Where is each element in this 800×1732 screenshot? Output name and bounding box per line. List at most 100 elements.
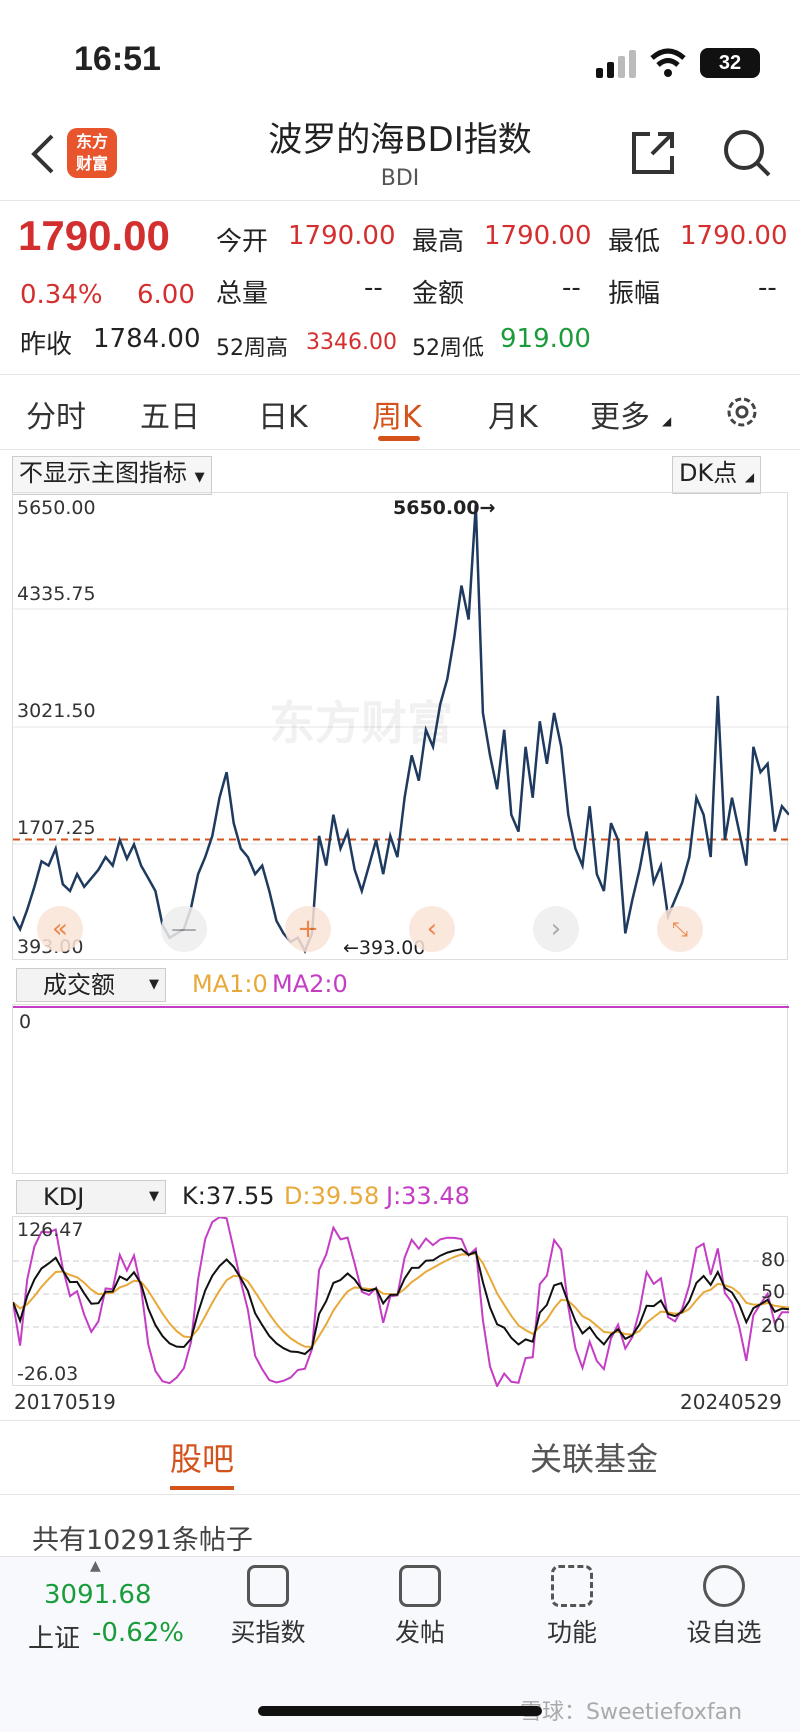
chevron-down-icon: ◢ <box>744 470 755 484</box>
volume-indicator-label: 成交额 <box>43 971 115 999</box>
y-axis-label: 5650.00 <box>17 497 96 519</box>
arrow-right-icon: → <box>479 497 496 519</box>
buy-index-label: 买指数 <box>230 1618 306 1647</box>
tab-intraday[interactable]: 分时 <box>26 400 86 435</box>
kdj-level-80: 80 <box>761 1249 786 1271</box>
status-time: 16:51 <box>74 40 161 78</box>
index-change[interactable]: -0.62% <box>92 1618 184 1648</box>
home-indicator <box>258 1706 542 1716</box>
up-arrow-icon: ▲ <box>90 1558 101 1574</box>
settings-gear-icon[interactable] <box>724 394 760 434</box>
amplitude-value: -- <box>758 273 777 303</box>
add-watchlist-button[interactable]: 设自选 <box>664 1565 784 1649</box>
fullscreen-button[interactable]: ⤡ <box>657 906 703 952</box>
scroll-right-button[interactable]: › <box>533 906 579 952</box>
volume-indicator-dropdown[interactable]: 成交额 ▼ <box>16 968 166 1002</box>
active-tab-indicator <box>378 436 420 441</box>
high-value: 1790.00 <box>484 221 592 251</box>
main-indicator-dropdown[interactable]: 不显示主图指标 ▼ <box>12 456 212 495</box>
prev-close-label: 昨收 <box>20 330 73 360</box>
edit-icon <box>399 1565 441 1607</box>
chevron-down-icon: ▼ <box>149 977 159 992</box>
index-name[interactable]: 上证 <box>28 1624 81 1654</box>
ma2-value: MA2:0 <box>272 970 348 998</box>
tab-monthly-k[interactable]: 月K <box>488 400 538 435</box>
low-label: 最低 <box>608 227 661 257</box>
footer-watermark: 雪球：Sweetiefoxfan <box>520 1700 743 1725</box>
rewind-button[interactable]: « <box>37 906 83 952</box>
share-icon[interactable] <box>630 128 678 180</box>
kdj-bottom-label: -26.03 <box>17 1363 79 1385</box>
back-icon[interactable] <box>28 132 58 180</box>
tab-daily-k[interactable]: 日K <box>258 400 308 435</box>
chevron-down-icon: ◢ <box>662 414 672 428</box>
main-indicator-label: 不显示主图指标 <box>19 459 187 487</box>
y-axis-label: 1707.25 <box>17 817 96 839</box>
more-dots-icon <box>703 1565 745 1607</box>
post-button[interactable]: 发帖 <box>360 1565 480 1649</box>
tab-stock-forum[interactable]: 股吧 <box>170 1440 235 1478</box>
y-axis-label: 3021.50 <box>17 700 96 722</box>
page-subtitle: BDI <box>380 166 420 191</box>
volume-value: -- <box>364 273 383 303</box>
divider <box>0 1420 800 1421</box>
divider <box>0 200 800 201</box>
high-label: 最高 <box>412 227 465 257</box>
prev-close-value: 1784.00 <box>93 324 201 354</box>
change-value: 6.00 <box>137 280 195 310</box>
tab-more[interactable]: 更多 <box>590 400 650 435</box>
kdj-j-line <box>13 1217 789 1387</box>
search-icon[interactable] <box>722 128 772 182</box>
dk-point-label: DK点 <box>679 459 738 487</box>
logo-text-1: 东方 <box>75 132 108 151</box>
price-series-line <box>13 504 789 954</box>
grid-icon <box>551 1565 593 1607</box>
end-date: 20240529 <box>680 1390 782 1414</box>
chart-watermark: 东方财富 <box>269 696 453 750</box>
logo-text-2: 财富 <box>75 154 108 173</box>
kdj-d-line <box>13 1252 789 1349</box>
chevron-down-icon: ▼ <box>194 470 205 485</box>
min-marker-value: 393.00 <box>358 937 426 959</box>
divider <box>0 1494 800 1495</box>
tab-five-day[interactable]: 五日 <box>140 400 200 435</box>
price-chart-svg: 东方财富 <box>13 504 789 954</box>
kdj-d-value: D:39.58 <box>284 1182 380 1210</box>
kdj-chart-svg <box>13 1217 789 1387</box>
kdj-level-50: 50 <box>761 1281 786 1303</box>
signal-icon <box>596 50 638 82</box>
index-value[interactable]: 3091.68 <box>44 1580 152 1610</box>
kdj-k-line <box>13 1248 789 1356</box>
functions-button[interactable]: 功能 <box>512 1565 632 1649</box>
max-marker: 5650.00→ <box>393 497 495 519</box>
current-price: 1790.00 <box>18 212 170 259</box>
min-marker: ←393.00 <box>343 937 425 959</box>
tab-weekly-k[interactable]: 周K <box>372 400 422 435</box>
divider <box>0 449 800 450</box>
post-count: 共有10291条帖子 <box>32 1525 253 1556</box>
add-watchlist-label: 设自选 <box>686 1618 762 1647</box>
52wk-low-label: 52周低 <box>412 336 484 361</box>
52wk-high-label: 52周高 <box>216 336 288 361</box>
kdj-j-value: J:33.48 <box>386 1182 470 1210</box>
kdj-k-value: K:37.55 <box>182 1182 275 1210</box>
buy-index-button[interactable]: 买指数 <box>208 1565 328 1649</box>
ma1-value: MA1:0 <box>192 970 268 998</box>
kdj-indicator-dropdown[interactable]: KDJ ▼ <box>16 1180 166 1214</box>
chart-trend-icon <box>247 1565 289 1607</box>
wifi-icon <box>650 46 686 82</box>
zoom-in-button[interactable]: + <box>285 906 331 952</box>
scroll-left-button[interactable]: ‹ <box>409 906 455 952</box>
divider <box>0 374 800 375</box>
start-date: 20170519 <box>14 1390 116 1414</box>
page-title: 波罗的海BDI指数 <box>268 120 532 160</box>
volume-chart[interactable]: 0 <box>12 1004 789 1174</box>
dk-point-button[interactable]: DK点 ◢ <box>672 456 762 494</box>
zoom-out-button[interactable]: — <box>161 906 207 952</box>
volume-label: 总量 <box>216 279 269 309</box>
kdj-chart[interactable]: 126.47 -26.03 80 50 20 <box>12 1216 789 1387</box>
app-logo: 东方 财富 <box>67 128 117 178</box>
amount-label: 金额 <box>412 279 465 309</box>
price-chart[interactable]: 东方财富 5650.00 4335.75 3021.50 1707.25 393… <box>12 492 789 960</box>
tab-related-funds[interactable]: 关联基金 <box>530 1440 659 1478</box>
